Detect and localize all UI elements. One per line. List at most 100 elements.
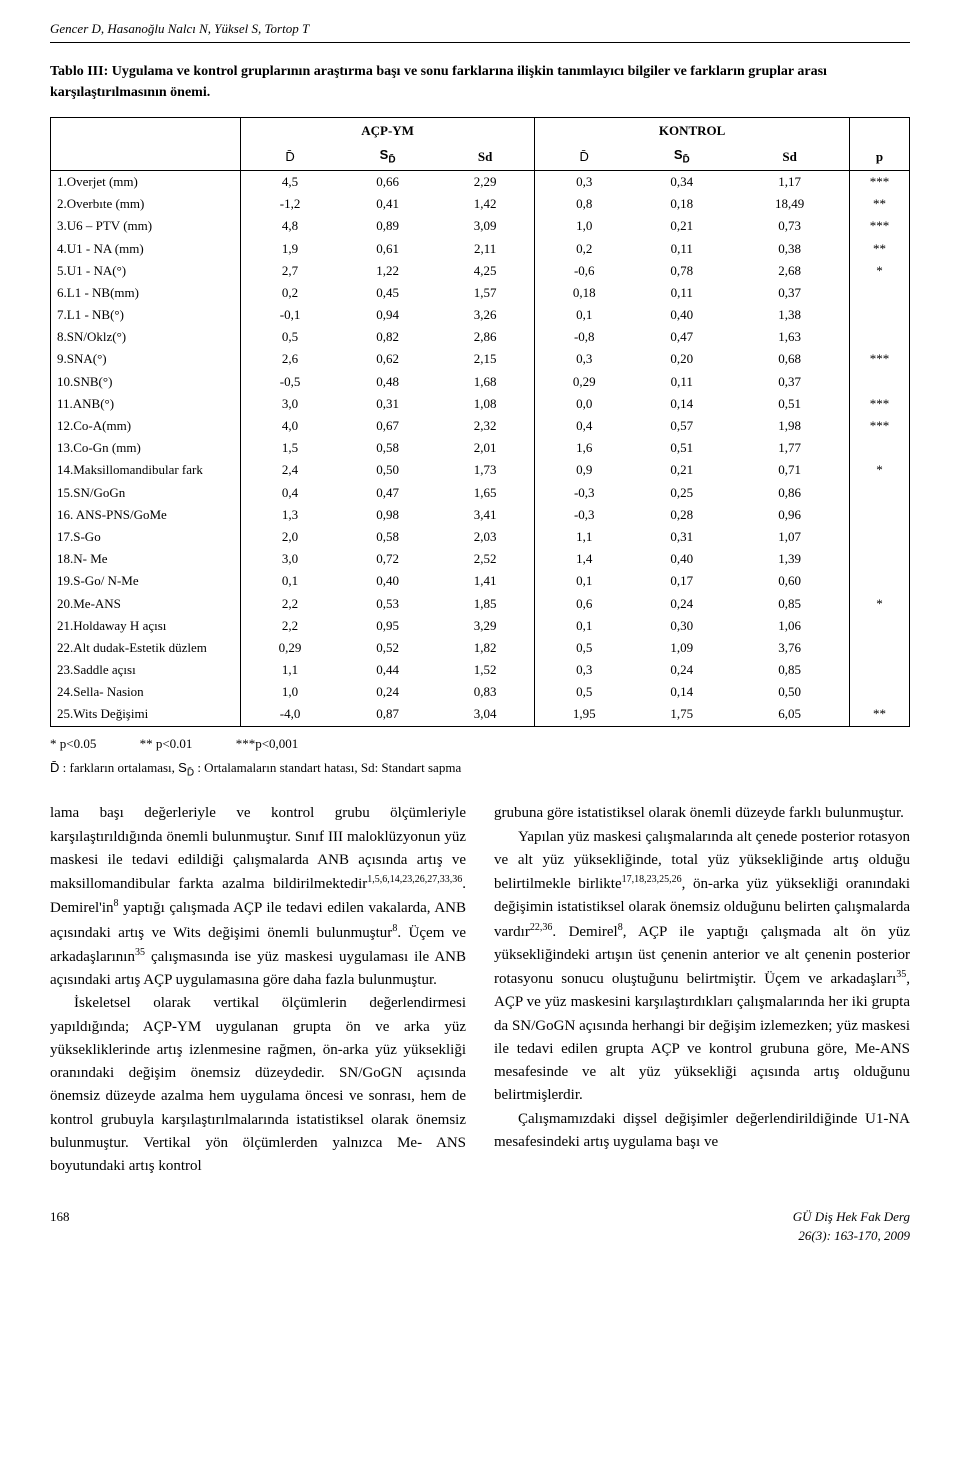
- table-cell: 2,01: [436, 437, 535, 459]
- table-cell: 0,72: [339, 548, 436, 570]
- table-cell: 16. ANS-PNS/GoMe: [51, 504, 241, 526]
- table-cell: 0,11: [633, 238, 730, 260]
- page-number: 168: [50, 1208, 70, 1244]
- table-cell: [850, 371, 910, 393]
- header-rule: [50, 42, 910, 43]
- table-cell: 0,51: [633, 437, 730, 459]
- dbar-symbol: D̄: [50, 760, 59, 775]
- table-cell: 0,8: [535, 193, 634, 215]
- table-cell: 1,3: [241, 504, 340, 526]
- table-cell: 18,49: [730, 193, 849, 215]
- table-cell: 0,61: [339, 238, 436, 260]
- table-row: 24.Sella- Nasion1,00,240,830,50,140,50: [51, 681, 910, 703]
- table-cell: 2,11: [436, 238, 535, 260]
- table-cell: 0,53: [339, 593, 436, 615]
- table-cell: 0,95: [339, 615, 436, 637]
- table-cell: 2,68: [730, 260, 849, 282]
- table-cell: 0,1: [535, 570, 634, 592]
- table-cell: 4,0: [241, 415, 340, 437]
- table-cell: 8.SN/Oklz(°): [51, 326, 241, 348]
- table-cell: 0,86: [730, 482, 849, 504]
- table-cell: 0,52: [339, 637, 436, 659]
- table-cell: 0,20: [633, 348, 730, 370]
- table-cell: 1,4: [535, 548, 634, 570]
- table-cell: 0,31: [633, 526, 730, 548]
- table-row: 4.U1 - NA (mm)1,90,612,110,20,110,38**: [51, 238, 910, 260]
- super-header-kontrol: KONTROL: [535, 118, 850, 145]
- sbar-symbol: SD̄: [178, 760, 194, 775]
- table-cell: 12.Co-A(mm): [51, 415, 241, 437]
- table-cell: [850, 437, 910, 459]
- table-cell: 0,5: [535, 681, 634, 703]
- table-cell: 0,14: [633, 393, 730, 415]
- table-cell: 0,0: [535, 393, 634, 415]
- table-cell: 0,37: [730, 282, 849, 304]
- table-cell: 0,29: [241, 637, 340, 659]
- table-cell: 0,25: [633, 482, 730, 504]
- table-cell: 1,09: [633, 637, 730, 659]
- table-row: 14.Maksillomandibular fark2,40,501,730,9…: [51, 459, 910, 481]
- table-cell: 1,82: [436, 637, 535, 659]
- table-cell: 0,11: [633, 282, 730, 304]
- table-cell: 0,85: [730, 593, 849, 615]
- table-cell: 2,2: [241, 593, 340, 615]
- body-paragraph: grubuna göre istatistiksel olarak önemli…: [494, 802, 910, 825]
- table-cell: [850, 282, 910, 304]
- table-cell: ***: [850, 348, 910, 370]
- body-paragraph: lama başı değerleriyle ve kontrol grubu …: [50, 802, 466, 992]
- table-cell: 3,41: [436, 504, 535, 526]
- table-cell: 0,71: [730, 459, 849, 481]
- table-row: 18.N- Me3,00,722,521,40,401,39: [51, 548, 910, 570]
- table-row: 25.Wits Değişimi-4,00,873,041,951,756,05…: [51, 703, 910, 726]
- table-cell: 3,04: [436, 703, 535, 726]
- journal-info: GÜ Diş Hek Fak Derg 26(3): 163-170, 2009: [793, 1208, 910, 1244]
- table-cell: 0,82: [339, 326, 436, 348]
- table-cell: 1,22: [339, 260, 436, 282]
- table-caption: Tablo III: Uygulama ve kontrol grupların…: [50, 61, 910, 103]
- table-cell: 1,08: [436, 393, 535, 415]
- table-cell: [850, 615, 910, 637]
- table-cell: 0,96: [730, 504, 849, 526]
- table-cell: 10.SNB(°): [51, 371, 241, 393]
- sig-a: * p<0.05: [50, 736, 96, 751]
- table-cell: 1,85: [436, 593, 535, 615]
- journal-issue: 26(3): 163-170, 2009: [793, 1227, 910, 1245]
- table-cell: **: [850, 238, 910, 260]
- table-cell: 6.L1 - NB(mm): [51, 282, 241, 304]
- table-cell: 22.Alt dudak-Estetik düzlem: [51, 637, 241, 659]
- table-cell: -0,6: [535, 260, 634, 282]
- table-cell: [850, 548, 910, 570]
- table-cell: 0,68: [730, 348, 849, 370]
- table-cell: 0,60: [730, 570, 849, 592]
- table-cell: 2,7: [241, 260, 340, 282]
- table-cell: 0,29: [535, 371, 634, 393]
- table-cell: [850, 681, 910, 703]
- table-cell: 0,89: [339, 215, 436, 237]
- table-cell: 0,73: [730, 215, 849, 237]
- table-cell: 0,47: [633, 326, 730, 348]
- table-cell: [850, 482, 910, 504]
- table-cell: 0,18: [535, 282, 634, 304]
- table-cell: [850, 304, 910, 326]
- table-cell: 0,83: [436, 681, 535, 703]
- table-row: 13.Co-Gn (mm)1,50,582,011,60,511,77: [51, 437, 910, 459]
- table-cell: 0,6: [535, 593, 634, 615]
- table-cell: 1,6: [535, 437, 634, 459]
- table-cell: 0,1: [535, 615, 634, 637]
- table-row: 21.Holdaway H açısı2,20,953,290,10,301,0…: [51, 615, 910, 637]
- table-cell: ***: [850, 393, 910, 415]
- table-cell: 0,24: [633, 659, 730, 681]
- table-row: 15.SN/GoGn0,40,471,65-0,30,250,86: [51, 482, 910, 504]
- table-row: 12.Co-A(mm)4,00,672,320,40,571,98***: [51, 415, 910, 437]
- table-cell: -0,5: [241, 371, 340, 393]
- table-cell: 0,3: [535, 659, 634, 681]
- table-cell: 0,2: [535, 238, 634, 260]
- table-cell: 1,65: [436, 482, 535, 504]
- table-cell: 0,9: [535, 459, 634, 481]
- table-cell: *: [850, 459, 910, 481]
- table-row: 5.U1 - NA(°)2,71,224,25-0,60,782,68*: [51, 260, 910, 282]
- table-cell: 1,9: [241, 238, 340, 260]
- table-cell: 0,1: [241, 570, 340, 592]
- table-cell: [850, 637, 910, 659]
- table-cell: 1,07: [730, 526, 849, 548]
